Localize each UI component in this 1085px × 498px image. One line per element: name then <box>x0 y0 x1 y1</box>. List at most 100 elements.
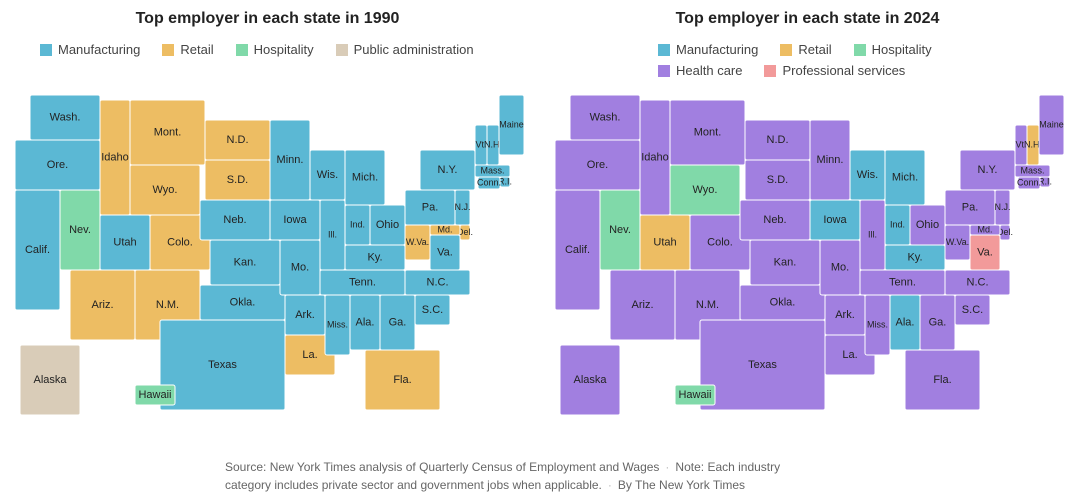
state-label: Ala. <box>896 316 915 328</box>
state-label: N.M. <box>696 299 719 311</box>
legend-label: Retail <box>798 42 832 57</box>
legend-label: Retail <box>180 42 214 57</box>
state-label: W.Va. <box>406 237 429 247</box>
state-label: Miss. <box>867 319 888 329</box>
state-label: Ga. <box>929 316 947 328</box>
legend-item: Retail <box>780 42 832 57</box>
state-label: Tenn. <box>889 276 916 288</box>
state-label: Ind. <box>350 219 365 229</box>
legend-label: Manufacturing <box>676 42 759 57</box>
state-label: Va. <box>437 246 453 258</box>
state-label: Utah <box>113 236 136 248</box>
legend-swatch <box>162 43 175 56</box>
source: Source: New York Times analysis of Quart… <box>225 460 660 474</box>
legend-label: Health care <box>676 63 743 78</box>
state-label: Idaho <box>641 151 669 163</box>
legend-item: Retail <box>162 42 214 57</box>
state-label: Minn. <box>817 154 844 166</box>
state-label: Neb. <box>763 214 786 226</box>
state-label: Ohio <box>376 219 399 231</box>
state-label: Ark. <box>835 309 855 321</box>
state-label: Mont. <box>694 126 722 138</box>
state-label: W.Va. <box>946 237 969 247</box>
state-label: N.D. <box>767 134 789 146</box>
state-label: N.J. <box>454 202 470 212</box>
state-label: Texas <box>208 359 237 371</box>
state-label: Calif. <box>25 244 50 256</box>
state-label: Wash. <box>50 111 81 123</box>
state-label: Ariz. <box>632 299 654 311</box>
state-label: Md. <box>977 224 992 234</box>
state <box>904 349 981 411</box>
state-label: Ky. <box>367 251 382 263</box>
state-label: Fla. <box>393 374 411 386</box>
state-label: Tenn. <box>349 276 376 288</box>
state-label: R.I. <box>1038 176 1052 186</box>
state <box>1038 94 1065 156</box>
state-label: Alaska <box>33 374 67 386</box>
state-label: Maine <box>1039 119 1064 129</box>
state-label: Iowa <box>823 214 847 226</box>
state-label: La. <box>302 349 317 361</box>
state-label: Ill. <box>868 229 877 239</box>
legend-label: Hospitality <box>253 42 314 57</box>
state-label: Mo. <box>291 261 309 273</box>
state-label: Mont. <box>154 126 182 138</box>
state-label: N.D. <box>227 134 249 146</box>
state-label: Alaska <box>573 374 607 386</box>
footer: Source: New York Times analysis of Quart… <box>225 458 825 494</box>
legend-swatch <box>40 43 52 56</box>
note: Note: Each industry category includes pr… <box>225 460 781 492</box>
map-title: Top employer in each state in 2024 <box>675 10 940 27</box>
legend-label: Professional services <box>782 63 906 78</box>
state-label: N.M. <box>156 299 179 311</box>
legend: Manufacturing Retail Hospitality Public adm… <box>40 42 520 57</box>
state-label: Maine <box>499 119 524 129</box>
state <box>364 349 441 411</box>
state-label: N.Y. <box>978 164 998 176</box>
state-label: N.C. <box>967 276 989 288</box>
legend-item: Hospitality <box>853 42 932 57</box>
legend-label: Manufacturing <box>58 42 141 57</box>
state-label: Ill. <box>328 229 337 239</box>
state <box>498 94 525 156</box>
state-label: Va. <box>977 246 993 258</box>
state-label: Miss. <box>327 319 348 329</box>
state-label: N.H. <box>1024 139 1042 149</box>
state-label: Minn. <box>277 154 304 166</box>
state-label: Wis. <box>857 169 878 181</box>
state-label: Ky. <box>907 251 922 263</box>
state-label: S.C. <box>422 304 443 316</box>
state-label: Wash. <box>590 111 621 123</box>
state-label: Ore. <box>587 159 608 171</box>
state-label: Nev. <box>609 224 631 236</box>
state-label: Calif. <box>565 244 590 256</box>
state-label: Ohio <box>916 219 939 231</box>
state-label: Iowa <box>283 214 307 226</box>
legend-swatch <box>658 43 670 56</box>
state-label: Pa. <box>422 201 439 213</box>
state <box>477 176 501 190</box>
state-label: Ore. <box>47 159 68 171</box>
map: Wash. Ore. Calif. Idaho Nev. Mont. Wyo. Utah Col… <box>14 94 525 416</box>
state-label: Kan. <box>774 256 797 268</box>
state-label: Wyo. <box>693 184 718 196</box>
legend-item: Public administration <box>335 42 474 57</box>
state-label: Del. <box>997 227 1013 237</box>
legend-item: Hospitality <box>235 42 314 57</box>
map-panel: Top employer in each state in 2024 Manufa… <box>540 0 1075 440</box>
state <box>674 384 716 406</box>
state-label: Wis. <box>317 169 338 181</box>
state-label: Vt. <box>1015 139 1026 149</box>
legend-label: Public administration <box>353 42 474 57</box>
map-title: Top employer in each state in 1990 <box>135 10 400 27</box>
legend-swatch <box>780 43 793 56</box>
legend-item: Manufacturing <box>40 42 140 57</box>
state-label: Mass. <box>1020 165 1044 175</box>
state <box>1017 176 1041 190</box>
state-label: Colo. <box>707 236 733 248</box>
state-label: Wyo. <box>153 184 178 196</box>
state <box>969 224 1001 236</box>
state <box>134 384 176 406</box>
